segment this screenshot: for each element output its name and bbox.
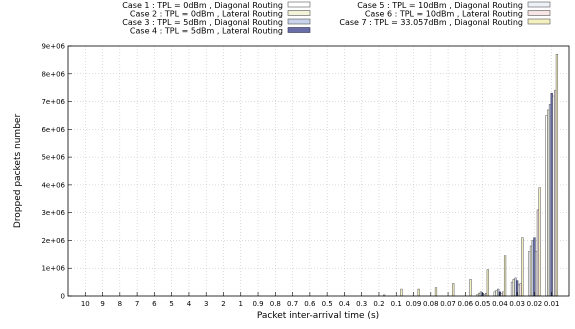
legend-label-case-5: Case 5 : TPL = 10dBm , Diagonal Routing bbox=[357, 1, 523, 10]
x-tick-label: 0.5 bbox=[322, 300, 333, 308]
legend-swatch-case-2 bbox=[287, 10, 311, 16]
bar-case-6-0.02 bbox=[536, 209, 540, 297]
bar-case-5-0.03 bbox=[517, 284, 521, 297]
y-tick-label: 3e+06 bbox=[41, 209, 65, 217]
x-tick-label: 0.2 bbox=[373, 300, 384, 308]
y-tick-label: 2e+06 bbox=[41, 237, 65, 245]
bar-case-1-0.03 bbox=[510, 281, 514, 297]
bar-case-7-0.05 bbox=[486, 269, 489, 297]
x-tick-label: 0.09 bbox=[406, 300, 422, 308]
legend-label-case-2: Case 2 : TPL = 0dBm , Lateral Routing bbox=[130, 10, 283, 19]
grid-lines bbox=[68, 46, 569, 296]
bar-case-4-0.02 bbox=[533, 237, 536, 297]
x-tick-label: 5 bbox=[169, 300, 173, 308]
bar-case-1-0.02 bbox=[528, 251, 531, 297]
x-tick-label: 0.4 bbox=[339, 300, 351, 308]
legend-label-case-7: Case 7 : TPL = 33.057dBm , Diagonal Rout… bbox=[339, 18, 523, 27]
x-tick-label: 0.06 bbox=[458, 300, 474, 308]
x-tick-label: 0.07 bbox=[440, 300, 456, 308]
bar-case-2-0.04 bbox=[495, 290, 498, 297]
bars bbox=[383, 54, 559, 297]
x-tick-label: 2 bbox=[221, 300, 225, 308]
bar-case-3-0.05 bbox=[479, 291, 483, 297]
legend-label-case-3: Case 3 : TPL = 5dBm , Diagonal Routing bbox=[122, 18, 283, 27]
y-tick-label: 5e+06 bbox=[41, 154, 65, 162]
bar-case-6-0.01 bbox=[554, 90, 557, 297]
x-tick-label: 0.05 bbox=[475, 300, 491, 308]
legend-label-case-6: Case 6 : TPL = 10dBm , Lateral Routing bbox=[365, 10, 523, 19]
x-ticks: 10 9 8 7 6 5 4 3 2 1 0.9 0.8 0.7 0.6 0.5 0.4 0.3 0.2 0.1 0.… bbox=[81, 292, 560, 308]
bar-case-6-0.04 bbox=[502, 291, 505, 297]
bar-case-6-0.03 bbox=[519, 283, 522, 297]
bar-case-7-0.02 bbox=[538, 187, 541, 297]
y-tick-label: 0 bbox=[61, 293, 65, 301]
bar-case-7-0.06 bbox=[469, 279, 472, 297]
bar-case-3-0.02 bbox=[531, 240, 534, 297]
x-tick-label: 1 bbox=[239, 300, 243, 308]
bar-case-3-0.03 bbox=[514, 277, 517, 297]
bar-case-6-0.05 bbox=[484, 292, 488, 297]
bar-case-7-0.01 bbox=[555, 54, 559, 297]
bar-case-7-0.09 bbox=[417, 288, 420, 297]
legend-swatch-case-5 bbox=[527, 1, 551, 8]
x-tick-label: 4 bbox=[187, 300, 192, 308]
bar-case-1-0.01 bbox=[545, 115, 548, 297]
y-tick-label: 6e+06 bbox=[41, 126, 65, 134]
y-tick-label: 9e+06 bbox=[41, 43, 65, 51]
bar-case-5-0.01 bbox=[552, 95, 555, 297]
legend-swatch-case-7 bbox=[527, 18, 551, 25]
legend-swatch-case-1 bbox=[287, 1, 311, 8]
legend-swatch-case-6 bbox=[527, 10, 551, 16]
x-tick-label: 6 bbox=[152, 300, 157, 308]
x-tick-label: 0.02 bbox=[527, 300, 543, 308]
legend-label-case-1: Case 1 : TPL = 0dBm , Diagonal Routing bbox=[122, 1, 283, 10]
y-axis-label: Dropped packets number bbox=[13, 114, 23, 229]
y-tick-label: 8e+06 bbox=[41, 70, 65, 78]
x-tick-label: 8 bbox=[118, 300, 122, 308]
x-tick-label: 9 bbox=[100, 300, 104, 308]
bar-case-7-0.03 bbox=[521, 237, 524, 297]
y-tick-label: 4e+06 bbox=[41, 181, 65, 189]
bar-case-5-0.02 bbox=[535, 251, 538, 297]
x-tick-label: 0.1 bbox=[391, 300, 402, 308]
x-tick-label: 0.08 bbox=[423, 300, 439, 308]
bar-case-7-0.1 bbox=[400, 288, 403, 297]
y-ticks: 0 1e+06 2e+06 3e+06 4e+06 5e+06 6e+06 7e+06 8e+0… bbox=[41, 43, 72, 301]
bar-case-2-0.02 bbox=[529, 245, 533, 297]
x-tick-label: 3 bbox=[204, 300, 208, 308]
bar-case-2-0.03 bbox=[512, 279, 515, 297]
plot-frame bbox=[67, 45, 570, 297]
bar-case-1-0.04 bbox=[493, 291, 496, 297]
x-axis-label: Packet inter-arrival time (s) bbox=[257, 311, 379, 321]
bar-case-3-0.01 bbox=[548, 104, 552, 297]
bar-case-7-0.07 bbox=[452, 283, 455, 297]
bar-case-7-0.04 bbox=[503, 255, 507, 297]
x-tick-label: 0.01 bbox=[544, 300, 560, 308]
x-tick-label: 0.04 bbox=[492, 300, 508, 308]
bar-case-2-0.05 bbox=[478, 292, 481, 297]
x-tick-label: 0.8 bbox=[270, 300, 281, 308]
legend-label-case-4: Case 4 : TPL = 5dBm , Lateral Routing bbox=[130, 27, 283, 36]
x-tick-label: 7 bbox=[135, 300, 139, 308]
x-tick-label: 0.9 bbox=[252, 300, 263, 308]
legend: Case 1 : TPL = 0dBm , Diagonal RoutingCa… bbox=[122, 1, 551, 36]
y-tick-label: 1e+06 bbox=[41, 265, 65, 273]
x-tick-label: 0.3 bbox=[356, 300, 367, 308]
legend-swatch-case-3 bbox=[287, 18, 311, 25]
y-tick-label: 7e+06 bbox=[41, 98, 65, 106]
bar-case-2-0.01 bbox=[547, 109, 550, 297]
x-tick-label: 10 bbox=[81, 300, 90, 308]
x-tick-label: 0.03 bbox=[509, 300, 525, 308]
x-tick-label: 0.7 bbox=[287, 300, 298, 308]
x-tick-label: 0.6 bbox=[304, 300, 316, 308]
bar-case-5-0.04 bbox=[500, 292, 503, 297]
bar-case-4-0.01 bbox=[550, 92, 553, 297]
bar-case-3-0.04 bbox=[497, 288, 500, 297]
bar-case-7-0.08 bbox=[434, 287, 438, 297]
legend-swatch-case-4 bbox=[287, 27, 311, 33]
